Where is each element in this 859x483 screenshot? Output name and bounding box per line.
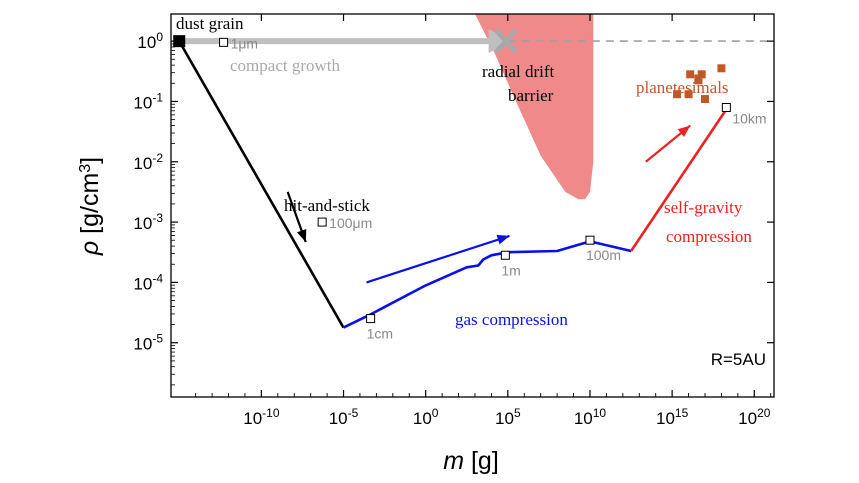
y-tick-label: 10-5 <box>133 332 163 354</box>
size-marker <box>317 217 327 227</box>
panel-label-radius: R=5AU <box>711 350 766 369</box>
series-self-gravity-compression <box>630 103 731 252</box>
y-tick-label: 10-4 <box>133 271 163 293</box>
barrier-region-fill <box>475 14 594 200</box>
planetesimals-label: planetesimals <box>636 78 729 97</box>
size-marker <box>721 102 731 112</box>
dust-grain-marker <box>173 35 186 48</box>
x-tick-label: 1020 <box>738 406 771 428</box>
dust-grain-label: dust grain <box>176 14 244 33</box>
size-marker <box>585 235 595 245</box>
barrier-label-line1: radial drift <box>482 62 554 81</box>
x-tick-label: 10-10 <box>243 406 280 428</box>
size-marker-label: 100m <box>586 247 621 263</box>
gas-compression-direction-arrow <box>366 234 510 284</box>
planetesimal-point <box>684 90 693 99</box>
planetesimal-point <box>697 70 706 79</box>
plot-frame <box>170 13 775 398</box>
size-marker-label: 10km <box>732 110 766 126</box>
size-marker <box>219 37 229 47</box>
x-tick-label: 100 <box>413 406 439 428</box>
size-marker-label: 1μm <box>231 35 259 51</box>
y-tick-label: 10-1 <box>133 90 163 112</box>
self-gravity-label-line2: compression <box>666 227 752 246</box>
x-tick-label: 105 <box>495 406 521 428</box>
planetesimal-point <box>673 90 682 99</box>
y-tick-label: 10-3 <box>133 211 163 233</box>
hit-and-stick-direction-arrow <box>286 191 307 243</box>
barrier-cross-marker <box>494 28 519 54</box>
planetesimal-point <box>700 95 709 104</box>
series-hit-and-stick <box>178 40 345 329</box>
self-gravity-direction-arrow <box>645 124 691 163</box>
x-tick-label: 10-5 <box>329 406 359 428</box>
self-gravity-label-line1: self-gravity <box>664 198 743 217</box>
planetesimal-point <box>686 70 695 79</box>
radial-drift-barrier-region <box>475 14 594 200</box>
compact-growth-label: compact growth <box>230 56 340 75</box>
axis-ticks: 10-10 10-5 100 105 1010 1015 1020 100 10-1 10-2 10… <box>133 14 774 428</box>
size-marker-label: 100μm <box>329 215 372 231</box>
y-tick-label: 100 <box>137 30 163 52</box>
x-tick-label: 1010 <box>574 406 607 428</box>
series-layer <box>173 28 771 329</box>
series-gas-compression <box>342 240 632 329</box>
x-axis-title: m [g] <box>443 447 499 475</box>
barrier-label-line2: barrier <box>508 86 554 105</box>
x-tick-label: 1015 <box>656 406 689 428</box>
size-marker-label: 1m <box>501 262 520 278</box>
planetesimal-point <box>717 64 726 73</box>
planetesimal-point <box>694 76 703 85</box>
size-marker <box>500 250 510 260</box>
y-tick-label: 10-2 <box>133 151 163 173</box>
hit-and-stick-label: hit-and-stick <box>284 196 370 215</box>
y-axis-title: ρ [g/cm3] <box>76 157 104 256</box>
gas-compression-label: gas compression <box>455 310 568 329</box>
size-marker <box>366 314 376 324</box>
size-markers: 1μm 100μm 1cm 1m 100m 10km <box>219 35 767 342</box>
size-marker-label: 1cm <box>367 326 393 342</box>
